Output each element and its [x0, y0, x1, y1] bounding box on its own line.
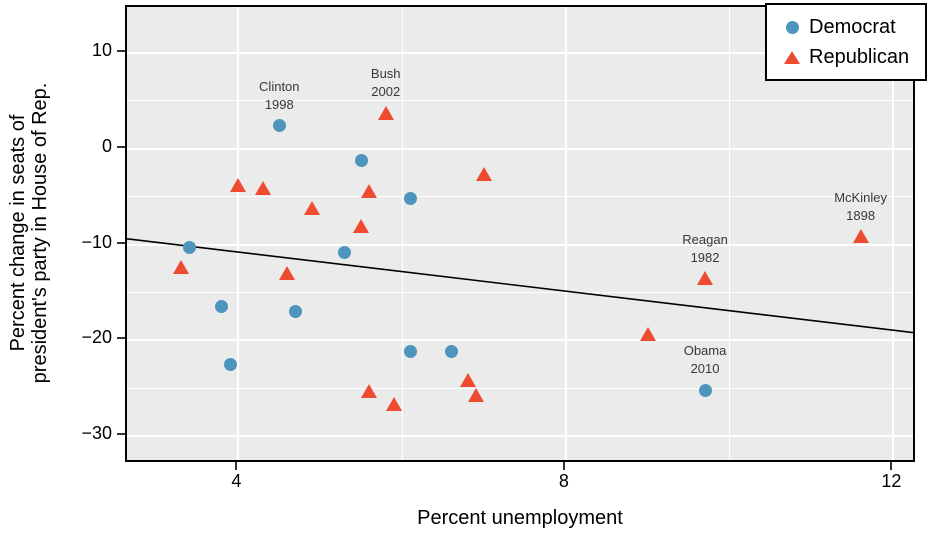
annotation-line: 2002: [371, 84, 401, 100]
gridline-minor-vertical: [401, 7, 403, 460]
x-tick-mark: [562, 462, 565, 470]
legend-item-republican: Republican: [775, 44, 925, 70]
data-point-democrat: [272, 119, 286, 133]
data-point-republican: [377, 105, 394, 120]
annotation-line: Reagan: [682, 231, 728, 247]
x-tick-label: 12: [881, 471, 902, 491]
data-point-republican: [279, 265, 296, 280]
gridline-major-vertical: [237, 7, 240, 460]
data-point-republican: [254, 181, 271, 196]
data-point-republican: [385, 396, 402, 411]
legend-label-democrat: Democrat: [809, 15, 896, 38]
data-point-democrat: [444, 345, 458, 359]
annotation-line: Obama: [683, 343, 727, 359]
x-tick-mark: [235, 462, 238, 470]
data-point-republican: [459, 373, 476, 387]
data-point-republican: [852, 229, 869, 244]
data-point-democrat: [403, 192, 417, 206]
data-point-republican: [475, 167, 492, 182]
data-point-democrat: [223, 357, 237, 371]
y-tick-label: 0: [101, 135, 112, 156]
y-tick-mark: [117, 337, 125, 340]
data-point-republican: [230, 177, 247, 192]
gridline-major-horizontal: [127, 147, 913, 150]
data-point-democrat: [354, 153, 368, 167]
y-tick-mark: [117, 145, 125, 148]
data-point-republican: [697, 271, 714, 286]
democrat-circle-icon: [775, 20, 809, 34]
x-tick-label: 8: [558, 471, 569, 491]
annotation-bush: Bush 2002: [371, 65, 401, 101]
gridline-major-vertical: [564, 7, 567, 460]
y-tick-label: −10: [81, 231, 112, 252]
annotation-mckinley: McKinley 1898: [834, 189, 887, 225]
data-point-democrat: [338, 245, 352, 259]
gridline-major-horizontal: [127, 51, 913, 54]
annotation-line: Bush: [370, 66, 401, 82]
plot-area: Clinton 1998 Bush 2002 McKinley 1898 Reagan 198…: [127, 7, 913, 460]
annotation-obama: Obama 2010: [684, 342, 727, 378]
gridline-major-vertical: [892, 7, 895, 460]
data-point-republican: [361, 184, 378, 199]
gridline-minor-vertical: [729, 7, 731, 460]
annotation-line: 2010: [690, 361, 720, 377]
data-point-republican: [467, 388, 484, 403]
plot-panel: Clinton 1998 Bush 2002 McKinley 1898 Reagan 198…: [125, 5, 915, 462]
data-point-republican: [361, 383, 378, 398]
data-point-republican: [639, 327, 656, 342]
x-axis-title: Percent unemployment: [417, 507, 623, 529]
annotation-clinton: Clinton 1998: [259, 78, 299, 114]
y-tick-label: −30: [81, 423, 112, 444]
trend-line: [127, 237, 913, 334]
gridline-minor-horizontal: [127, 291, 913, 293]
gridline-major-horizontal: [127, 435, 913, 438]
legend: Democrat Republican: [765, 3, 927, 81]
data-point-republican: [353, 218, 370, 233]
gridline-minor-horizontal: [127, 196, 913, 198]
data-point-democrat: [698, 383, 712, 397]
x-tick-mark: [890, 462, 893, 470]
legend-item-democrat: Democrat: [775, 14, 925, 40]
annotation-line: 1998: [264, 96, 294, 112]
y-tick-mark: [117, 433, 125, 436]
annotation-line: 1982: [690, 249, 720, 265]
legend-label-republican: Republican: [809, 45, 910, 68]
gridline-major-horizontal: [127, 243, 913, 246]
y-tick-label: 10: [91, 39, 112, 60]
y-tick-mark: [117, 49, 125, 52]
republican-triangle-icon: [775, 50, 809, 64]
y-tick-label: −20: [81, 327, 112, 348]
gridline-major-horizontal: [127, 339, 913, 342]
annotation-line: 1898: [846, 207, 876, 223]
annotation-line: McKinley: [834, 189, 887, 205]
gridline-minor-horizontal: [127, 100, 913, 102]
annotation-line: Clinton: [259, 78, 300, 94]
gridline-minor-horizontal: [127, 387, 913, 389]
data-point-democrat: [215, 300, 229, 314]
data-point-republican: [173, 259, 190, 274]
data-point-republican: [304, 200, 321, 215]
y-tick-mark: [117, 241, 125, 244]
x-tick-label: 4: [231, 471, 242, 491]
data-point-democrat: [182, 240, 196, 254]
annotation-reagan: Reagan 1982: [682, 231, 728, 267]
data-point-democrat: [289, 305, 303, 319]
data-point-democrat: [403, 345, 417, 359]
